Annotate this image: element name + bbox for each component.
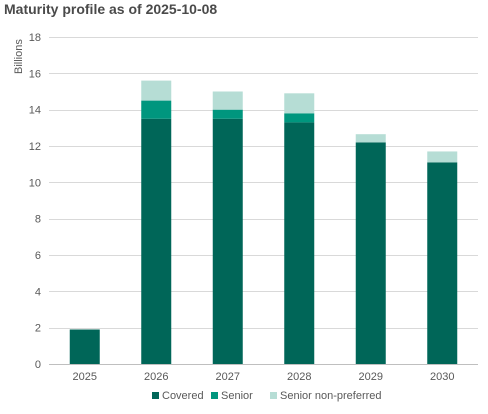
y-tick-label: 4 bbox=[35, 286, 41, 298]
x-tick-label: 2030 bbox=[430, 371, 454, 383]
legend-label: Senior non-preferred bbox=[280, 390, 382, 402]
y-tick-label: 16 bbox=[29, 68, 41, 80]
y-tick-label: 10 bbox=[29, 177, 41, 189]
bar-segment-covered-2027 bbox=[212, 118, 243, 364]
bar-segment-senior-2027 bbox=[212, 109, 243, 119]
y-axis-label: Billions bbox=[13, 39, 25, 74]
x-tick-label: 2026 bbox=[144, 371, 168, 383]
legend-label: Senior bbox=[221, 390, 253, 402]
bar-segment-senior-non-preferred-2027 bbox=[212, 91, 243, 110]
bars bbox=[69, 80, 458, 364]
gridlines bbox=[49, 37, 478, 365]
x-tick-label: 2028 bbox=[287, 371, 311, 383]
bar-segment-covered-2028 bbox=[284, 122, 315, 364]
bar-segment-senior-non-preferred-2028 bbox=[284, 93, 315, 114]
y-tick-label: 14 bbox=[29, 105, 41, 117]
bar-segment-covered-2030 bbox=[427, 162, 458, 364]
bar-segment-covered-2026 bbox=[141, 118, 172, 364]
y-tick-label: 18 bbox=[29, 32, 41, 44]
x-tick-label: 2029 bbox=[359, 371, 383, 383]
bar-segment-senior-2026 bbox=[141, 100, 172, 119]
x-axis: 2025 2026 2027 2028 2029 2030 bbox=[73, 371, 455, 383]
y-tick-label: 2 bbox=[35, 323, 41, 335]
bar-segment-senior-non-preferred-2029 bbox=[355, 134, 386, 143]
y-tick-label: 12 bbox=[29, 141, 41, 153]
x-tick-label: 2025 bbox=[73, 371, 97, 383]
bar-segment-covered-2025 bbox=[69, 329, 100, 364]
x-tick-label: 2027 bbox=[216, 371, 240, 383]
y-tick-label: 6 bbox=[35, 250, 41, 262]
legend-swatch bbox=[211, 392, 218, 399]
bar-segment-senior-non-preferred-2030 bbox=[427, 151, 458, 163]
bar-segment-senior-non-preferred-2026 bbox=[141, 80, 172, 101]
y-axis: 0 2 4 6 8 10 12 14 16 18 bbox=[29, 32, 41, 371]
bar-segment-senior-2028 bbox=[284, 113, 315, 123]
y-tick-label: 8 bbox=[35, 214, 41, 226]
legend-swatch bbox=[152, 392, 159, 399]
legend-swatch bbox=[270, 392, 277, 399]
chart-title: Maturity profile as of 2025-10-08 bbox=[4, 1, 218, 17]
bar-segment-covered-2029 bbox=[355, 142, 386, 364]
y-tick-label: 0 bbox=[35, 359, 41, 371]
legend-label: Covered bbox=[162, 390, 204, 402]
legend: Covered Senior Senior non-preferred bbox=[152, 390, 382, 402]
